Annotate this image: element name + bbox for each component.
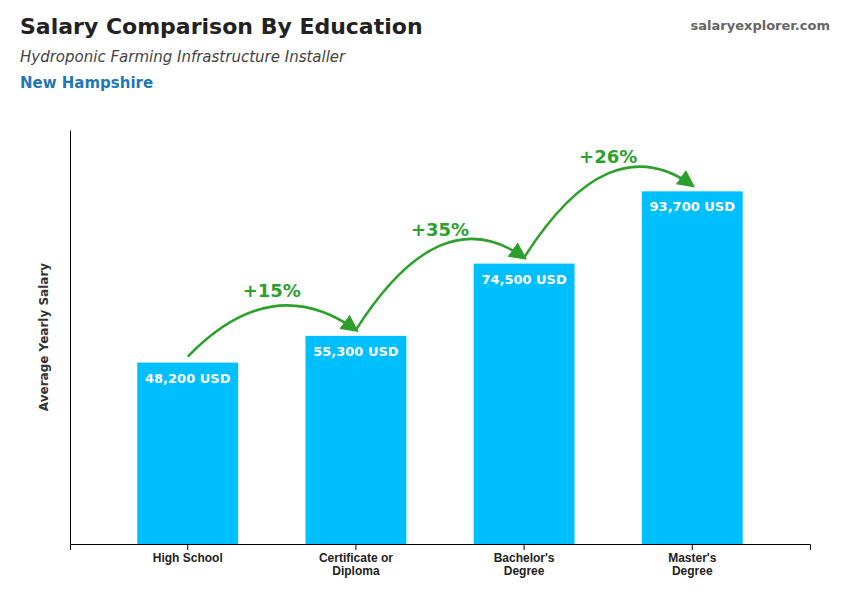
x-tick: Master'sDegree	[668, 544, 717, 578]
x-tick: High School	[153, 544, 223, 565]
title: Salary Comparison By Education	[20, 14, 423, 39]
data-label: 93,700 USD	[650, 199, 736, 214]
pct-arrow	[524, 167, 692, 258]
x-tick-mark	[355, 544, 356, 550]
bar	[137, 363, 238, 544]
pct-arrow	[188, 305, 356, 356]
x-tick-label: High School	[153, 551, 223, 565]
y-axis	[70, 131, 71, 545]
bar	[305, 336, 406, 544]
bars	[137, 191, 742, 544]
pct-arrows: +15% +35% +26%	[188, 146, 693, 356]
x-axis-line	[71, 545, 811, 551]
y-axis-line	[70, 131, 71, 545]
x-tick-mark	[187, 544, 188, 550]
x-tick-label: Certificate orDiploma	[319, 551, 393, 579]
data-labels: 48,200 USD 55,300 USD 74,500 USD 93,700 USD	[145, 199, 735, 385]
bar	[474, 264, 575, 544]
x-tick-mark	[692, 544, 693, 550]
chart: Salary Comparison By Education Hydroponic…	[0, 0, 850, 606]
location: New Hampshire	[20, 74, 153, 92]
data-label: 74,500 USD	[481, 272, 567, 287]
x-tick-label: Bachelor'sDegree	[494, 551, 555, 579]
pct-label: +15%	[243, 280, 301, 301]
y-axis-title: Average Yearly Salary	[37, 263, 51, 411]
x-tick: Certificate orDiploma	[319, 544, 393, 578]
x-tick: Bachelor'sDegree	[494, 544, 555, 578]
pct-arrow	[356, 239, 524, 330]
x-tick-mark	[524, 544, 525, 550]
x-axis: High School Certificate orDiploma Bachelor…	[71, 544, 811, 578]
x-tick-label: Master'sDegree	[668, 551, 717, 579]
watermark: salaryexplorer.com	[691, 18, 830, 33]
pct-label: +35%	[411, 219, 469, 240]
plot: High School Certificate orDiploma Bachelor…	[71, 131, 811, 579]
subtitle: Hydroponic Farming Infrastructure Instal…	[20, 48, 346, 66]
bar	[642, 191, 743, 544]
pct-label: +26%	[579, 146, 637, 167]
data-label: 48,200 USD	[145, 371, 231, 386]
data-label: 55,300 USD	[313, 344, 399, 359]
